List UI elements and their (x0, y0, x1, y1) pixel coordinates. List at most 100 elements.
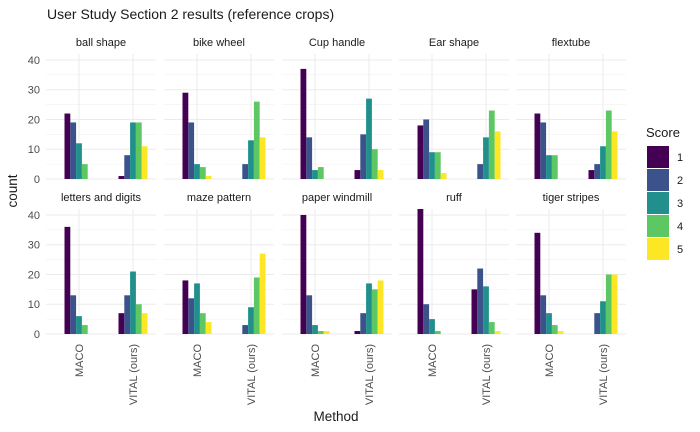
bar (605, 274, 612, 334)
x-axis-title: Method (313, 409, 358, 424)
legend-swatch (647, 169, 669, 191)
bar (135, 304, 142, 334)
bar (182, 92, 189, 179)
facet-label: bike wheel (193, 37, 245, 49)
y-tick-label: 10 (28, 299, 40, 311)
bar (377, 170, 384, 179)
facet-label: flextube (552, 37, 591, 49)
bar (253, 101, 260, 179)
bar (188, 122, 195, 179)
bar (600, 146, 606, 179)
bar (259, 137, 266, 179)
bar (306, 295, 313, 334)
y-tick-label: 10 (28, 144, 40, 156)
facet-panel: Ear shape (399, 37, 509, 180)
bar (600, 301, 606, 334)
legend-label: 1 (677, 152, 683, 164)
legend-label: 3 (677, 198, 683, 210)
facet-label: Ear shape (429, 37, 479, 49)
legend-swatch (647, 215, 669, 237)
x-tick-label: MACO (427, 344, 439, 377)
bar (76, 316, 82, 334)
chart-title: User Study Section 2 results (reference … (47, 6, 334, 22)
facet-label: Cup handle (309, 37, 365, 49)
facet-label: paper windmill (302, 192, 372, 204)
bar (546, 313, 552, 334)
bar (366, 98, 372, 179)
bar (371, 149, 378, 179)
facet-label: letters and digits (61, 192, 142, 204)
y-tick-label: 20 (28, 114, 40, 126)
bar (429, 152, 435, 179)
bar (306, 137, 313, 179)
facet-label: ball shape (76, 37, 126, 49)
legend-title: Score (646, 125, 680, 140)
bar (118, 176, 125, 179)
facet-panels: ball shape 0 10 20 30 40 bike wheel Cup handle E… (28, 37, 626, 405)
x-tick-label: VITAL (ours) (128, 344, 140, 405)
bar (312, 170, 318, 179)
x-tick-label: MACO (74, 344, 86, 377)
bar (594, 313, 601, 334)
bar (360, 134, 367, 179)
bar (477, 164, 484, 179)
x-tick-label: VITAL (ours) (364, 344, 376, 405)
y-tick-label: 40 (28, 210, 40, 222)
bar (417, 209, 424, 334)
bar (141, 146, 148, 179)
bar (124, 155, 131, 179)
bar (194, 164, 200, 179)
x-tick-label: MACO (310, 344, 322, 377)
bar (557, 331, 564, 334)
bar (194, 283, 200, 334)
bar (242, 325, 249, 334)
bar (423, 119, 430, 179)
bar (551, 155, 558, 179)
bar (317, 331, 324, 334)
facet-panel: flextube (516, 37, 626, 180)
bar (594, 164, 601, 179)
bar (488, 110, 495, 179)
x-tick-label: MACO (192, 344, 204, 377)
bar (483, 286, 489, 334)
facet-panel: ruff (399, 192, 509, 335)
bar (494, 131, 501, 179)
facet-panel: letters and digits (46, 192, 156, 335)
bar (141, 313, 148, 334)
facet-panel: tiger stripes (516, 192, 626, 335)
bar (242, 164, 249, 179)
legend-swatch (647, 192, 669, 214)
bar (300, 68, 307, 179)
bar (540, 295, 547, 334)
y-tick-label: 0 (34, 174, 40, 186)
legend-swatch (647, 146, 669, 168)
bar (259, 253, 266, 334)
bar (135, 122, 142, 179)
facet-panel: bike wheel (164, 37, 274, 180)
bar (124, 295, 131, 334)
bar (199, 313, 206, 334)
bar (471, 289, 478, 334)
bar (423, 304, 430, 334)
bar (64, 226, 71, 334)
bar (534, 113, 541, 179)
bar (417, 125, 424, 179)
bar (360, 313, 367, 334)
bar (76, 143, 82, 179)
bar (429, 319, 435, 334)
bar (70, 295, 77, 334)
x-tick-label: MACO (544, 344, 556, 377)
bar (182, 280, 189, 334)
bar (440, 173, 447, 179)
bar (118, 313, 125, 334)
facet-panel: paper windmill (282, 192, 392, 335)
bar (377, 280, 384, 334)
x-tick-label: VITAL (ours) (598, 344, 610, 405)
bar (371, 289, 378, 334)
bar (588, 170, 595, 179)
bar (199, 167, 206, 179)
bar (317, 167, 324, 179)
facet-panel: maze pattern (164, 192, 274, 335)
bar (434, 331, 441, 334)
